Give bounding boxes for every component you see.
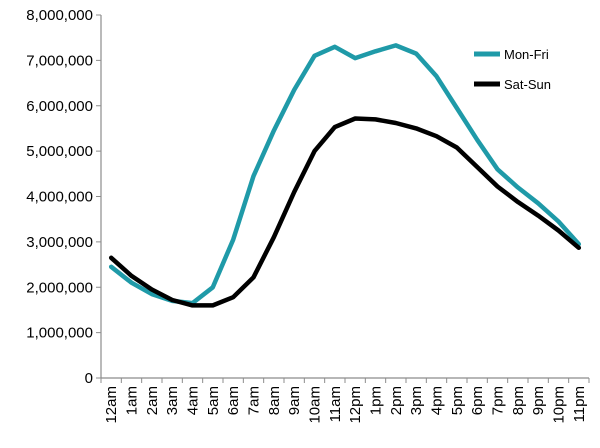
legend: Mon-Fri Sat-Sun <box>474 47 551 92</box>
series-lines <box>108 43 582 308</box>
x-tick-label: 4pm <box>429 386 446 415</box>
x-tick-label: 7am <box>246 386 263 415</box>
x-tick-label: 1pm <box>368 386 385 415</box>
x-tick-label: 5am <box>205 386 222 415</box>
x-tick-label: 3pm <box>408 386 425 415</box>
y-tick-label: 0 <box>85 370 93 387</box>
x-tick-label: 11pm <box>571 386 588 422</box>
x-tick-label: 6am <box>225 386 242 415</box>
legend-label: Mon-Fri <box>504 47 549 62</box>
x-tick-label: 8am <box>266 386 283 415</box>
y-tick-label: 3,000,000 <box>26 234 93 251</box>
x-tick-label: 9am <box>286 386 303 415</box>
x-tick-label: 11am <box>327 386 344 422</box>
x-tick-label: 12am <box>103 386 120 424</box>
x-tick-label: 8pm <box>510 386 527 415</box>
y-tick-label: 4,000,000 <box>26 189 93 206</box>
series-line-sat-sun <box>108 116 582 308</box>
y-axis: 0 1,000,000 2,000,000 3,000,000 4,000,000 5,0… <box>26 7 102 387</box>
y-tick-label: 7,000,000 <box>26 52 93 69</box>
y-tick-label: 1,000,000 <box>26 325 93 342</box>
legend-label: Sat-Sun <box>504 77 551 92</box>
x-tick-label: 12pm <box>347 386 364 424</box>
x-tick-label: 1am <box>124 386 141 415</box>
x-tick-label: 10pm <box>551 386 568 424</box>
y-tick-label: 2,000,000 <box>26 279 93 296</box>
x-tick-label: 4am <box>185 386 202 415</box>
y-tick-label: 6,000,000 <box>26 98 93 115</box>
x-tick-label: 10am <box>307 386 324 424</box>
x-tick-label: 3am <box>164 386 181 415</box>
y-tick-label: 8,000,000 <box>26 7 93 24</box>
y-tick-label: 5,000,000 <box>26 143 93 160</box>
x-tick-label: 9pm <box>530 386 547 415</box>
x-tick-label: 2pm <box>388 386 405 415</box>
x-tick-label: 6pm <box>469 386 486 415</box>
x-tick-label: 2am <box>144 386 161 415</box>
x-tick-label: 7pm <box>490 386 507 415</box>
x-axis: 12am 1am 2am 3am 4am 5am 6am 7am 8am 9am 10am 11am 1… <box>100 377 590 424</box>
x-tick-label: 5pm <box>449 386 466 415</box>
